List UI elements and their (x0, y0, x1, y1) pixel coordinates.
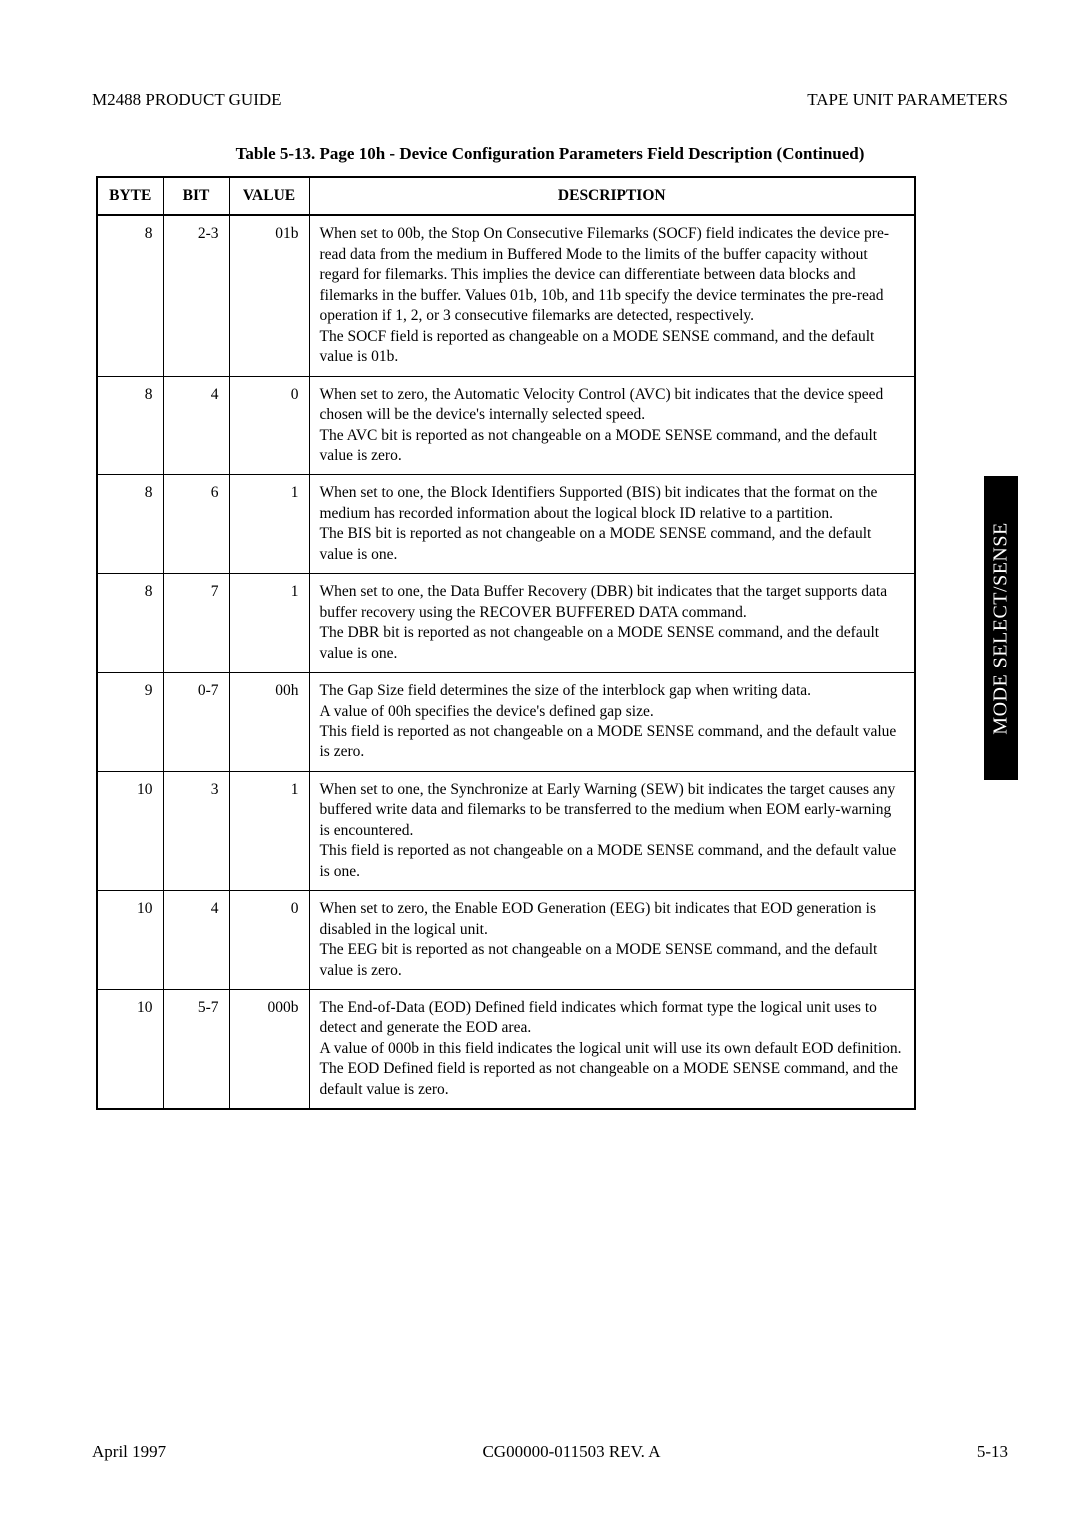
cell-description: The Gap Size field determines the size o… (309, 673, 915, 772)
header-right: TAPE UNIT PARAMETERS (807, 90, 1008, 110)
table-row: 82-301bWhen set to 00b, the Stop On Cons… (97, 215, 915, 376)
cell-bit: 6 (163, 475, 229, 574)
cell-byte: 8 (97, 376, 163, 475)
table-row: 871When set to one, the Data Buffer Reco… (97, 574, 915, 673)
cell-byte: 10 (97, 989, 163, 1109)
table-row: 1040When set to zero, the Enable EOD Gen… (97, 891, 915, 990)
table-header-row: BYTE BIT VALUE DESCRIPTION (97, 177, 915, 215)
page-footer: April 1997 CG00000-011503 REV. A 5-13 (92, 1442, 1008, 1462)
cell-bit: 5-7 (163, 989, 229, 1109)
table-row: 105-7000bThe End-of-Data (EOD) Defined f… (97, 989, 915, 1109)
cell-byte: 8 (97, 574, 163, 673)
cell-value: 000b (229, 989, 309, 1109)
table-caption: Table 5-13. Page 10h - Device Configurat… (92, 144, 1008, 164)
footer-left: April 1997 (92, 1442, 166, 1462)
col-header-value: VALUE (229, 177, 309, 215)
cell-description: When set to 00b, the Stop On Consecutive… (309, 215, 915, 376)
table-row: 90-700hThe Gap Size field determines the… (97, 673, 915, 772)
col-header-desc: DESCRIPTION (309, 177, 915, 215)
cell-description: When set to one, the Synchronize at Earl… (309, 771, 915, 890)
cell-value: 0 (229, 376, 309, 475)
cell-bit: 4 (163, 891, 229, 990)
cell-value: 1 (229, 574, 309, 673)
cell-byte: 9 (97, 673, 163, 772)
cell-description: When set to one, the Block Identifiers S… (309, 475, 915, 574)
cell-value: 0 (229, 891, 309, 990)
cell-byte: 10 (97, 891, 163, 990)
cell-description: When set to zero, the Automatic Velocity… (309, 376, 915, 475)
header-left: M2488 PRODUCT GUIDE (92, 90, 282, 110)
section-tab: MODE SELECT/SENSE (984, 476, 1018, 780)
col-header-byte: BYTE (97, 177, 163, 215)
page-header: M2488 PRODUCT GUIDE TAPE UNIT PARAMETERS (92, 90, 1008, 110)
cell-byte: 8 (97, 215, 163, 376)
cell-bit: 2-3 (163, 215, 229, 376)
table-row: 1031When set to one, the Synchronize at … (97, 771, 915, 890)
footer-right: 5-13 (977, 1442, 1008, 1462)
cell-description: The End-of-Data (EOD) Defined field indi… (309, 989, 915, 1109)
col-header-bit: BIT (163, 177, 229, 215)
cell-bit: 3 (163, 771, 229, 890)
section-tab-label: MODE SELECT/SENSE (990, 522, 1013, 734)
cell-description: When set to zero, the Enable EOD Generat… (309, 891, 915, 990)
cell-value: 1 (229, 475, 309, 574)
cell-description: When set to one, the Data Buffer Recover… (309, 574, 915, 673)
cell-byte: 8 (97, 475, 163, 574)
cell-value: 01b (229, 215, 309, 376)
cell-byte: 10 (97, 771, 163, 890)
footer-center: CG00000-011503 REV. A (482, 1442, 660, 1462)
parameters-table: BYTE BIT VALUE DESCRIPTION 82-301bWhen s… (96, 176, 916, 1110)
table-row: 840When set to zero, the Automatic Veloc… (97, 376, 915, 475)
cell-bit: 7 (163, 574, 229, 673)
table-row: 861When set to one, the Block Identifier… (97, 475, 915, 574)
cell-value: 00h (229, 673, 309, 772)
cell-bit: 4 (163, 376, 229, 475)
cell-bit: 0-7 (163, 673, 229, 772)
cell-value: 1 (229, 771, 309, 890)
